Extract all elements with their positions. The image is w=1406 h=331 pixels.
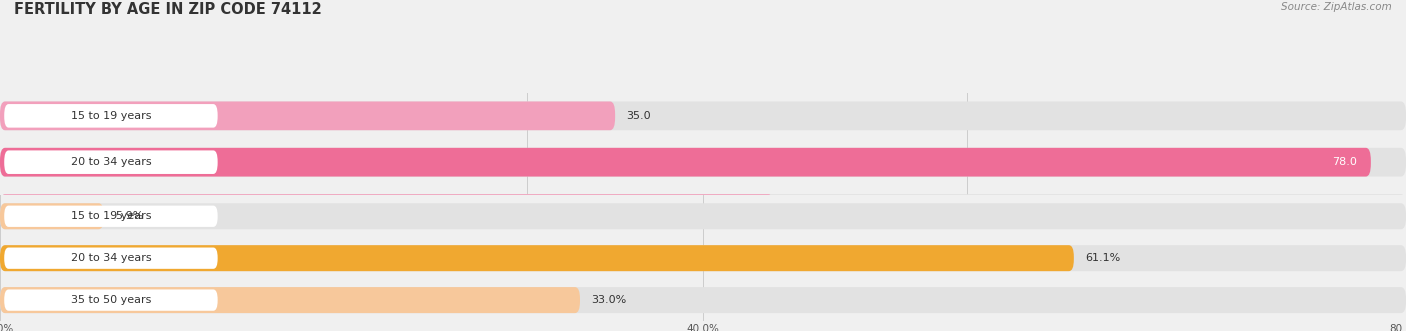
FancyBboxPatch shape [4,248,218,269]
FancyBboxPatch shape [0,102,1406,130]
FancyBboxPatch shape [4,206,218,227]
FancyBboxPatch shape [0,287,1406,313]
Text: 5.9%: 5.9% [115,211,143,221]
Text: Source: ZipAtlas.com: Source: ZipAtlas.com [1281,2,1392,12]
FancyBboxPatch shape [0,148,1371,176]
FancyBboxPatch shape [4,104,218,128]
FancyBboxPatch shape [4,289,218,311]
Text: 33.0%: 33.0% [591,295,627,305]
Text: 44.0: 44.0 [785,204,810,213]
Text: 35 to 50 years: 35 to 50 years [70,295,150,305]
Text: 20 to 34 years: 20 to 34 years [70,157,152,167]
FancyBboxPatch shape [0,194,1406,223]
FancyBboxPatch shape [0,245,1074,271]
Text: FERTILITY BY AGE IN ZIP CODE 74112: FERTILITY BY AGE IN ZIP CODE 74112 [14,2,322,17]
FancyBboxPatch shape [0,203,104,229]
Text: 61.1%: 61.1% [1085,253,1121,263]
FancyBboxPatch shape [0,148,1406,176]
FancyBboxPatch shape [0,245,1406,271]
Text: 15 to 19 years: 15 to 19 years [70,211,152,221]
FancyBboxPatch shape [0,287,581,313]
Text: 35 to 50 years: 35 to 50 years [70,204,150,213]
Text: 35.0: 35.0 [626,111,651,121]
Text: 15 to 19 years: 15 to 19 years [70,111,152,121]
FancyBboxPatch shape [0,203,1406,229]
FancyBboxPatch shape [0,102,616,130]
Text: 20 to 34 years: 20 to 34 years [70,253,152,263]
Text: 78.0: 78.0 [1331,157,1357,167]
FancyBboxPatch shape [0,194,773,223]
FancyBboxPatch shape [4,150,218,174]
FancyBboxPatch shape [4,197,218,220]
